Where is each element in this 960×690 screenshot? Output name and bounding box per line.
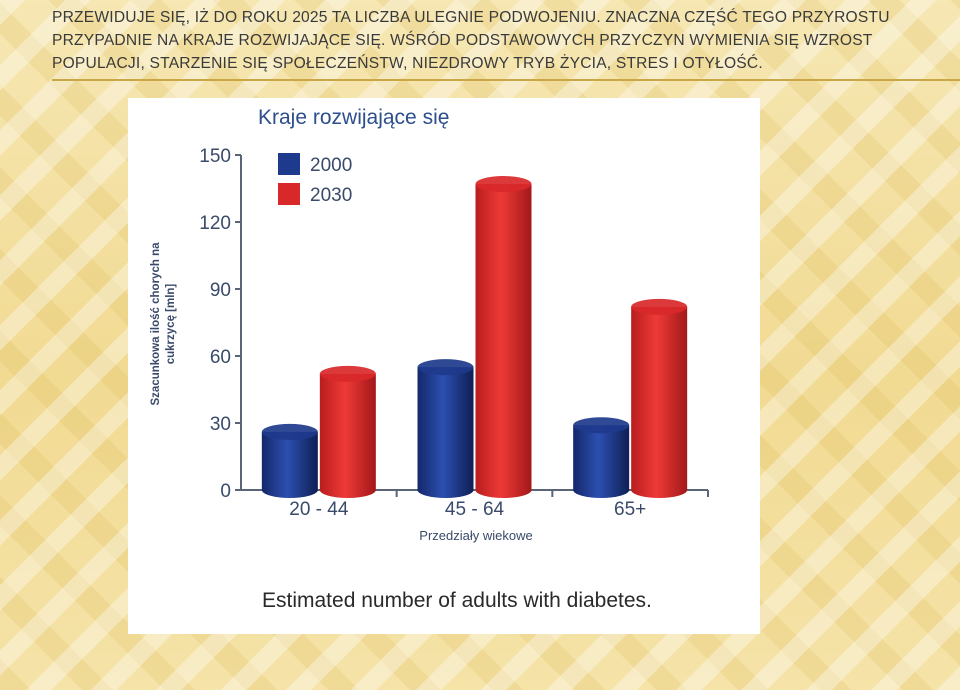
y-tick-label: 0 [220,481,231,502]
y-axis-title-line: cukrzycę [mln] [165,284,177,365]
x-tick-label: 45 - 64 [445,499,505,520]
bar-top [261,423,318,440]
chart-title: Kraje rozwijające się [258,106,449,129]
bar-2030-0 [319,365,376,498]
bar-top [631,298,688,315]
bar-top [319,365,376,382]
y-axis-title-line: Szacunkowa ilość chorych na [150,242,162,406]
x-tick-label: 20 - 44 [289,499,349,520]
bar-2000-1 [417,359,474,498]
bar-2030-1 [475,176,532,498]
chart-svg: Kraje rozwijające się 0 30 60 90 120 150 Szacu… [150,106,709,612]
bar-body [475,184,532,498]
legend-label: 2030 [310,185,352,206]
legend-swatch [278,183,300,205]
bar-top [417,359,474,376]
y-tick-label: 90 [210,280,231,301]
y-tick-label: 60 [210,347,231,368]
x-tick-label: 65+ [614,499,646,520]
x-axis-title: Przedziały wiekowe [419,528,532,543]
bar-2030-2 [631,298,688,498]
legend: 2000 2030 [278,153,352,206]
slide-title: Przewiduje się, iż do roku 2025 ta liczb… [52,9,890,72]
bar-top [475,176,532,193]
bar-body [261,431,318,498]
chart-panel: Kraje rozwijające się 0 30 60 90 120 150 Szacu… [128,98,760,634]
legend-label: 2000 [310,155,352,176]
y-tick-label: 120 [199,213,231,234]
bar-2000-2 [573,417,630,498]
bars-layer [261,176,688,498]
bar-body [573,425,630,498]
bar-body [417,367,474,498]
y-tick-label: 30 [210,414,231,435]
bar-top [573,417,630,434]
title-divider [52,79,960,81]
bar-2000-0 [261,423,318,498]
bar-body [631,306,688,498]
axes-layer: 0 30 60 90 120 150 Szacunkowa ilość chorych na… [150,146,709,520]
bar-body [319,373,376,498]
y-tick-label: 150 [199,146,231,167]
chart-caption: Estimated number of adults with diabetes… [262,589,652,612]
legend-swatch [278,153,300,175]
